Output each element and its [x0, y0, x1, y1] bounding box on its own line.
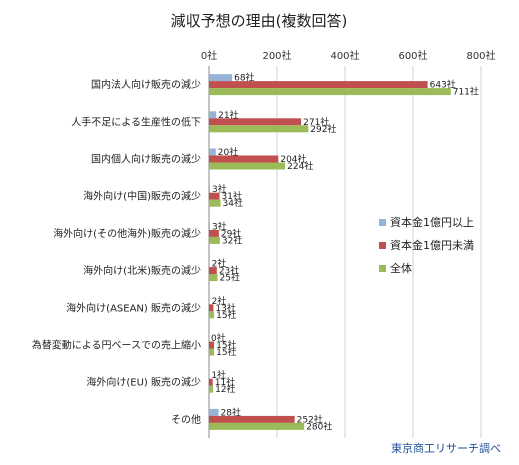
bar [209, 111, 217, 119]
category-label: 国内個人向け販売の減少 [91, 153, 201, 166]
bar [209, 297, 210, 305]
bar [209, 311, 215, 319]
bar [209, 74, 233, 82]
data-label: 271社 [303, 116, 329, 128]
bar [209, 341, 215, 349]
data-label: 68社 [234, 72, 254, 84]
bars [209, 74, 451, 430]
data-label: 2社 [212, 258, 227, 270]
bar [209, 125, 309, 133]
data-label: 292社 [310, 123, 336, 135]
data-label: 23社 [219, 265, 239, 277]
legend-swatch [379, 265, 386, 272]
legend-label: 資本金1億円未満 [390, 238, 474, 252]
data-label: 29社 [221, 227, 241, 239]
data-label: 204社 [280, 153, 306, 165]
category-label: 海外向け(北米)販売の減少 [83, 264, 201, 277]
bar [209, 408, 219, 416]
data-label: 32社 [222, 234, 242, 246]
category-label: 海外向け(その他海外)販売の減少 [53, 227, 201, 240]
data-label: 1社 [211, 369, 226, 381]
bar [209, 415, 295, 423]
data-label: 34社 [223, 197, 243, 209]
data-label: 15社 [216, 309, 236, 321]
data-label: 15社 [216, 346, 236, 358]
bar [209, 155, 279, 163]
bar [209, 88, 451, 96]
data-label: 643社 [430, 79, 456, 91]
bar [209, 192, 220, 200]
data-label: 12社 [215, 383, 235, 395]
category-label: その他 [171, 413, 201, 426]
bar [209, 162, 286, 170]
bar [209, 378, 213, 386]
bar [209, 199, 221, 207]
bar [209, 385, 214, 393]
bar [209, 222, 211, 230]
bar [209, 274, 218, 282]
source-note: 東京商工リサーチ調べ [391, 441, 501, 455]
data-label: 3社 [212, 220, 227, 232]
x-axis-ticks: 0社 200社 400社 600社 800社 [201, 49, 496, 62]
data-label: 25社 [220, 272, 240, 284]
category-label: 為替変動による円ベースでの売上縮小 [32, 339, 201, 352]
legend-swatch [379, 242, 386, 249]
data-label: 711社 [453, 86, 479, 98]
data-label: 2社 [212, 295, 227, 307]
data-label: 3社 [212, 183, 227, 195]
legend-label: 資本金1億円以上 [390, 215, 474, 229]
data-labels: 68社643社711社21社271社292社20社204社224社3社31社34… [211, 72, 479, 433]
bar [209, 304, 214, 312]
x-tick-label: 400社 [330, 49, 359, 62]
bar [209, 185, 211, 193]
legend-swatch [379, 219, 386, 226]
category-label: 国内法人向け販売の減少 [91, 78, 201, 91]
data-label: 20社 [218, 146, 238, 158]
data-label: 280社 [306, 420, 332, 432]
data-label: 11社 [215, 376, 235, 388]
category-labels: 国内法人向け販売の減少人手不足による生産性の低下国内個人向け販売の減少海外向け(… [32, 78, 201, 426]
bar [209, 148, 216, 156]
category-label: 人手不足による生産性の低下 [71, 115, 201, 128]
data-label: 31社 [222, 190, 242, 202]
bar [209, 422, 305, 430]
data-label: 21社 [218, 109, 238, 121]
category-label: 海外向け(ASEAN) 販売の減少 [66, 301, 201, 314]
bar [209, 81, 428, 89]
data-label: 0社 [211, 332, 226, 344]
bar [209, 229, 219, 237]
data-label: 252社 [297, 413, 323, 425]
bar [209, 236, 220, 244]
bar [209, 260, 210, 268]
data-label: 224社 [287, 160, 313, 172]
category-label: 海外向け(中国)販売の減少 [83, 190, 201, 203]
chart-title: 減収予想の理由(複数回答) [171, 12, 348, 30]
bar [209, 267, 217, 275]
data-label: 15社 [216, 339, 236, 351]
category-label: 海外向け(EU) 販売の減少 [86, 376, 201, 389]
data-label: 13社 [215, 302, 235, 314]
x-tick-label: 800社 [466, 49, 495, 62]
bar [209, 348, 215, 356]
data-label: 28社 [221, 406, 241, 418]
x-tick-label: 200社 [262, 49, 291, 62]
x-tick-label: 600社 [398, 49, 427, 62]
legend-label: 全体 [390, 261, 412, 275]
x-tick-label: 0社 [201, 49, 217, 62]
bar [209, 118, 302, 126]
